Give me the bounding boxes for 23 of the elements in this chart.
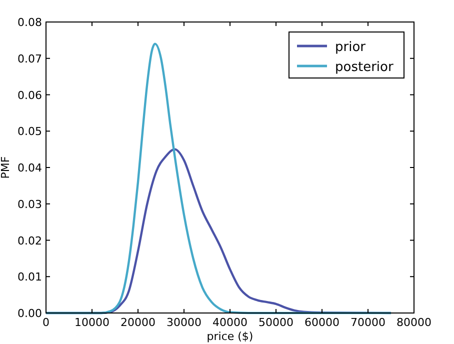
x-tick-label: 70000 [350,316,386,329]
y-axis-title: PMF [0,156,12,179]
x-tick-label: 40000 [212,316,248,329]
x-tick-label: 20000 [120,316,156,329]
y-tick-label: 0.04 [18,162,42,174]
y-tick-label: 0.05 [18,125,42,138]
line-series [44,42,392,314]
x-tick-label: 80000 [396,316,432,329]
y-tick-label: 0.07 [18,52,42,66]
x-tick-label: 50000 [258,316,294,329]
x-tick-label: 60000 [304,316,340,329]
y-tick-label: 0.06 [18,88,42,102]
y-tick-label: 0.01 [18,270,42,284]
y-tick-label: 0.03 [18,198,42,211]
x-axis-title: price ($) [206,330,254,343]
x-tick-label: 30000 [166,316,202,329]
legend-label: prior [335,40,366,55]
x-tick-label: 10000 [74,316,110,329]
y-tick-label: 0.02 [18,234,42,248]
y-tick-label: 0.08 [18,16,42,29]
legend-label: posterior [335,60,394,75]
x-tick-label: 0 [42,316,50,329]
y-tick-label: 0.00 [18,307,42,320]
